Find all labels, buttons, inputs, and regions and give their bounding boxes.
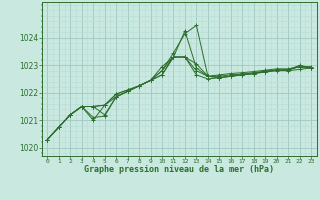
X-axis label: Graphe pression niveau de la mer (hPa): Graphe pression niveau de la mer (hPa) bbox=[84, 165, 274, 174]
